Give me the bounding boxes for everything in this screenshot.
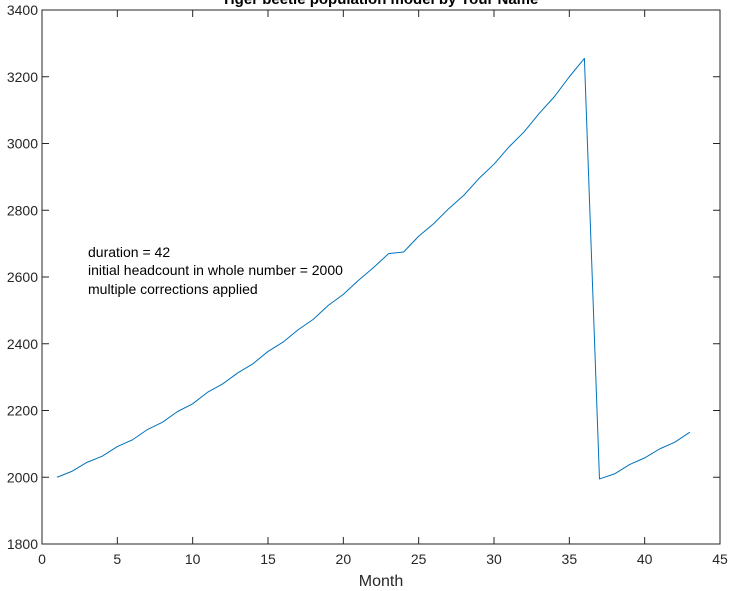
y-axis: 1800 2000 2200 2400 2600 2800 3000 3200 3400 [7,2,720,552]
series-line [56,57,691,480]
x-tick-label: 0 [38,551,46,567]
x-tick-label: 30 [486,551,502,567]
x-tick-label: 35 [562,551,578,567]
y-tick-label: 3000 [7,136,38,152]
y-tick-label: 2200 [7,403,38,419]
y-tick-label: 2800 [7,202,38,218]
annotation-block: duration = 42 initial headcount in whole… [88,244,343,297]
annotation-initial-headcount: initial headcount in whole number = 2000 [88,262,343,278]
x-tick-label: 10 [185,551,201,567]
y-tick-label: 2600 [7,269,38,285]
y-tick-label: 3200 [7,69,38,85]
y-tick-label: 3400 [7,2,38,18]
x-tick-label: 5 [113,551,121,567]
x-axis: 0 5 10 15 20 25 30 35 40 45 [38,10,728,567]
x-tick-label: 40 [637,551,653,567]
series-layer [56,57,691,480]
chart-title: Tiger beetle population model by Your Na… [222,0,539,8]
y-tick-label: 2000 [7,469,38,485]
x-axis-label: Month [359,573,403,590]
x-tick-label: 15 [260,551,276,567]
annotation-corrections: multiple corrections applied [88,281,258,297]
x-tick-label: 25 [411,551,427,567]
annotation-duration: duration = 42 [88,244,170,260]
plot-area [41,9,721,545]
y-tick-label: 1800 [7,536,38,552]
y-tick-label: 2400 [7,336,38,352]
x-tick-label: 20 [336,551,352,567]
x-tick-label: 45 [712,551,728,567]
